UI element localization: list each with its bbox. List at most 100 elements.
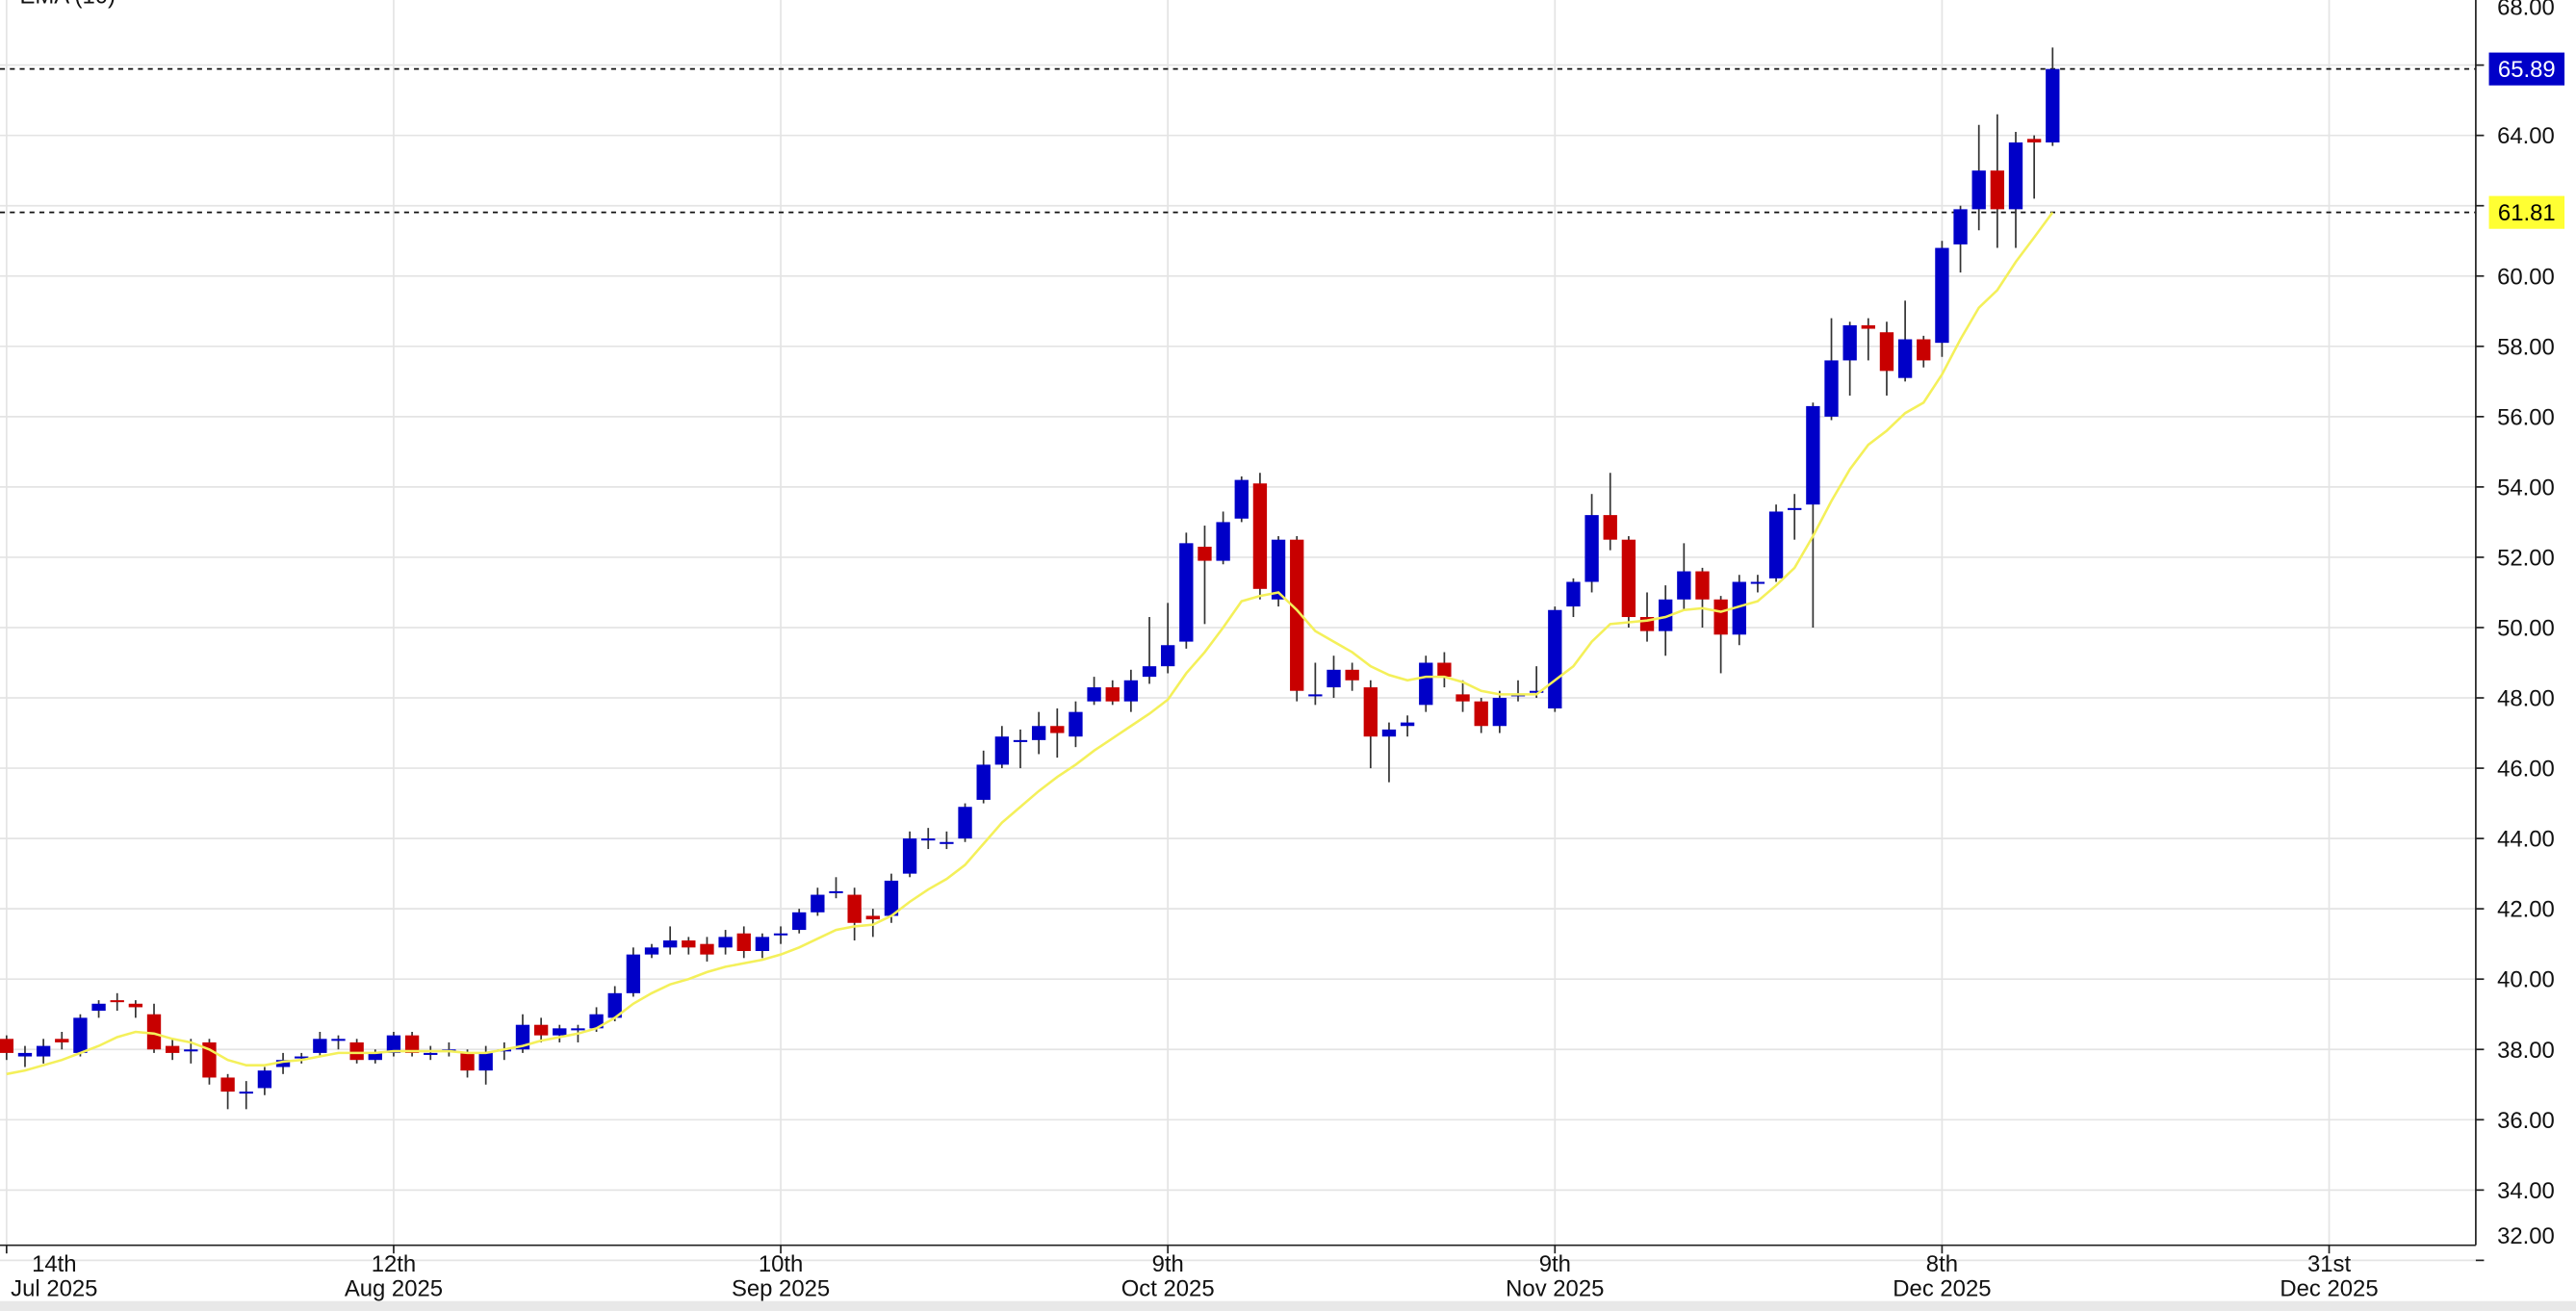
candle-body [644, 947, 659, 955]
candle-body [424, 1052, 438, 1055]
candle-body [1548, 609, 1562, 708]
candle-body [1861, 324, 1875, 329]
candle-body [902, 838, 917, 874]
y-tick-label: 60.00 [2497, 264, 2555, 290]
x-tick-label: 9th Oct 2025 [1121, 1251, 1215, 1302]
candle-body [146, 1014, 162, 1050]
candle-body [1419, 662, 1433, 706]
candle-body [1990, 170, 2005, 210]
y-tick-label: 68.00 [2497, 0, 2555, 20]
y-tick-label: 40.00 [2497, 967, 2555, 993]
candle-body [1768, 511, 1784, 578]
candle-body [1806, 405, 1820, 505]
y-tick-label: 50.00 [2497, 616, 2555, 642]
candle-body [1234, 479, 1249, 519]
candle-body [1732, 581, 1746, 635]
candle-body [184, 1049, 198, 1052]
candle-body [239, 1092, 253, 1094]
candle-body [349, 1041, 364, 1061]
candle-body [921, 838, 936, 841]
y-tick-label: 56.00 [2497, 404, 2555, 430]
candle-body [1695, 571, 1710, 600]
indicator-label: EMA (10) [19, 0, 116, 9]
candle-body [55, 1039, 69, 1042]
candle-body [1252, 483, 1268, 589]
candle-body [1327, 669, 1341, 688]
candle-body [1142, 666, 1157, 678]
candle-body [773, 933, 788, 936]
candle-body [1917, 339, 1931, 361]
candle-body [940, 841, 954, 844]
x-tick-label: 31st Dec 2025 [2280, 1251, 2378, 1302]
y-tick-label: 52.00 [2497, 545, 2555, 571]
candle-body [976, 764, 991, 800]
candle-body [847, 894, 862, 923]
candle-body [1971, 170, 1986, 210]
y-tick-label: 54.00 [2497, 475, 2555, 501]
x-tick-label: 9th Nov 2025 [1506, 1251, 1604, 1302]
candle-body [128, 1003, 143, 1008]
candle-body [865, 915, 880, 920]
last-price-label: 65.89 [2498, 57, 2556, 83]
candle-body [736, 933, 751, 951]
candle-body [1879, 332, 1894, 372]
candle-body [1345, 669, 1359, 681]
candle-body [1897, 339, 1913, 378]
candle-body [1031, 726, 1046, 740]
x-tick-label: 8th Dec 2025 [1893, 1251, 1991, 1302]
candle-body [1271, 539, 1286, 600]
x-tick-label: 12th Aug 2025 [345, 1251, 443, 1302]
candle-body [994, 736, 1010, 765]
ema-last-badge [2488, 195, 2565, 229]
candle-body [1677, 571, 1691, 600]
candle-body [755, 937, 770, 951]
candle-body [1824, 360, 1839, 417]
candle-body [553, 1028, 567, 1036]
candle-body [811, 894, 825, 913]
candle-body [700, 943, 714, 955]
ema-line [6, 211, 2054, 1076]
candle-body [663, 940, 678, 948]
candle-body [165, 1045, 180, 1053]
candle-body [1659, 599, 1673, 631]
candle-body [515, 1024, 530, 1050]
y-tick-label: 48.00 [2497, 686, 2555, 712]
candle-body [36, 1045, 51, 1057]
candle-body [1105, 687, 1120, 702]
x-tick-label: 14th Jul 2025 [11, 1251, 97, 1302]
candle-body [1087, 687, 1101, 702]
candle-body [571, 1028, 585, 1031]
candle-body [313, 1039, 327, 1053]
candle-body [257, 1070, 272, 1089]
candle-body [368, 1052, 382, 1061]
candle-body [1400, 722, 1415, 727]
y-tick-label: 44.00 [2497, 827, 2555, 853]
candle-body [718, 937, 733, 948]
candle-body [220, 1077, 235, 1092]
candle-body [404, 1035, 420, 1053]
ema-last-label: 61.81 [2498, 200, 2556, 226]
candle-body [1935, 247, 1949, 344]
candle-body [1953, 209, 1968, 244]
candle-body [1584, 515, 1599, 582]
candle-body [607, 992, 622, 1018]
candle-body [1529, 690, 1544, 693]
candle-body [682, 940, 696, 948]
candle-body [1069, 711, 1083, 737]
candle-body [1013, 739, 1028, 742]
candle-body [1474, 701, 1488, 727]
candle-body [17, 1052, 33, 1057]
candle-body [626, 954, 641, 993]
candle-body [1437, 662, 1452, 678]
y-tick-label: 46.00 [2497, 757, 2555, 783]
candle-body [1750, 581, 1765, 584]
candle-body [792, 912, 807, 931]
bottom-strip [0, 1300, 2576, 1311]
candle-body [2026, 139, 2042, 142]
candle-body [386, 1035, 401, 1053]
candle-body [1198, 546, 1212, 561]
candle-body [1842, 324, 1857, 361]
candle-body [73, 1017, 88, 1053]
